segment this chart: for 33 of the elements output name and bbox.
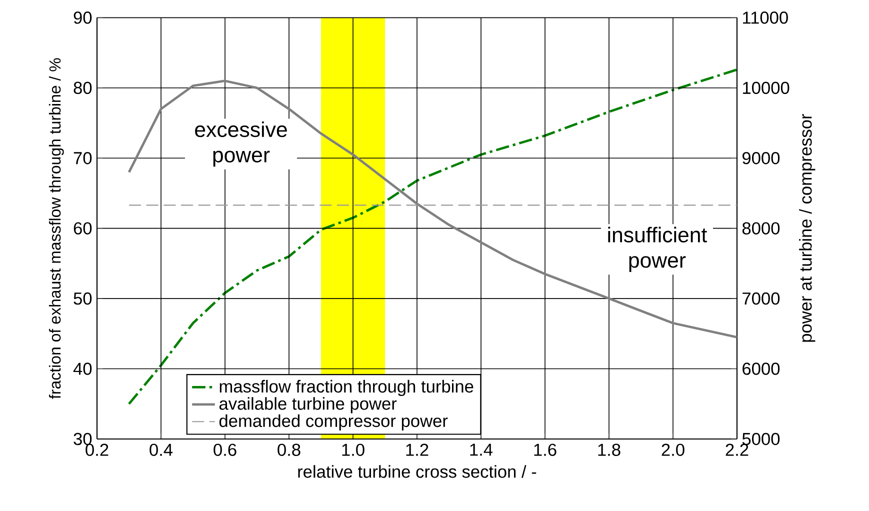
x-tick-label: 2.0 (662, 444, 684, 456)
y-axis-title: fraction of exhaust massflow through turbine / % (48, 58, 64, 399)
y-tick-label: 80 (74, 82, 92, 94)
y-tick-label: 70 (74, 152, 92, 164)
y2-tick-label: 7000 (742, 292, 780, 305)
legend-label: massflow fraction through turbine (220, 380, 474, 396)
x-tick-label: 1.0 (342, 444, 364, 456)
x-axis-title: relative turbine cross section / - (298, 465, 536, 478)
x-tick-label: 0.4 (150, 444, 173, 456)
y-tick-label: 50 (74, 292, 92, 305)
y-tick-label: 90 (74, 12, 92, 24)
annotation: insufficient power (608, 226, 708, 272)
x-tick-label: 1.4 (470, 444, 493, 456)
y2-tick-label: 11000 (743, 12, 788, 24)
legend-label: demanded compressor power (219, 414, 448, 431)
y-tick-label: 60 (74, 222, 92, 234)
y2-tick-label: 8000 (742, 222, 780, 234)
x-tick-label: 1.6 (534, 444, 556, 456)
x-tick-label: 1.8 (598, 444, 620, 456)
legend-label: available turbine power (219, 397, 397, 414)
y2-axis-title: power at turbine / compressor (799, 114, 816, 342)
y-tick-label: 30 (74, 432, 92, 446)
x-tick-label: 0.2 (86, 444, 108, 456)
x-tick-label: 0.6 (214, 444, 236, 456)
annotation: excessive power (195, 121, 287, 167)
y2-tick-label: 10000 (743, 82, 790, 94)
y-tick-label: 40 (73, 362, 92, 375)
x-tick-label: 0.8 (278, 444, 300, 456)
x-tick-label: 1.2 (406, 444, 428, 456)
y2-tick-label: 9000 (742, 152, 780, 164)
y2-tick-label: 6000 (742, 362, 780, 375)
x-tick-label: 2.2 (726, 444, 748, 456)
y2-tick-label: 5000 (742, 432, 780, 446)
